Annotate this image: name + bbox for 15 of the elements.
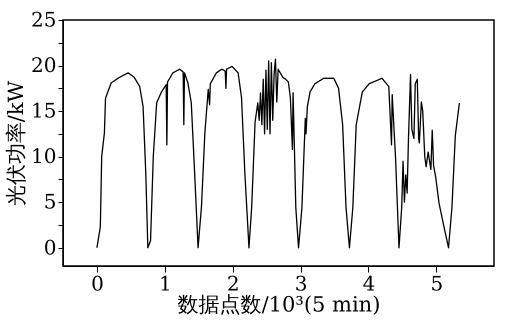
x-tick-label: 0 bbox=[91, 272, 104, 296]
x-tick-label: 4 bbox=[362, 272, 376, 296]
line-series bbox=[96, 58, 460, 248]
y-axis-title: 光伏功率/kW bbox=[4, 80, 28, 206]
y-tick-label: 20 bbox=[31, 53, 56, 78]
y-tick-label: 5 bbox=[44, 190, 56, 214]
y-tick-label: 25 bbox=[31, 8, 56, 32]
x-tick-label: 2 bbox=[226, 272, 240, 296]
x-axis-title: 数据点数/10³(5 min) bbox=[178, 292, 380, 316]
x-tick-label: 5 bbox=[430, 272, 444, 296]
y-tick-label: 10 bbox=[31, 144, 56, 168]
y-tick-label: 15 bbox=[31, 98, 56, 123]
y-tick-label: 0 bbox=[44, 235, 56, 260]
x-tick-label: 3 bbox=[294, 272, 308, 296]
x-tick-label: 1 bbox=[158, 272, 172, 296]
